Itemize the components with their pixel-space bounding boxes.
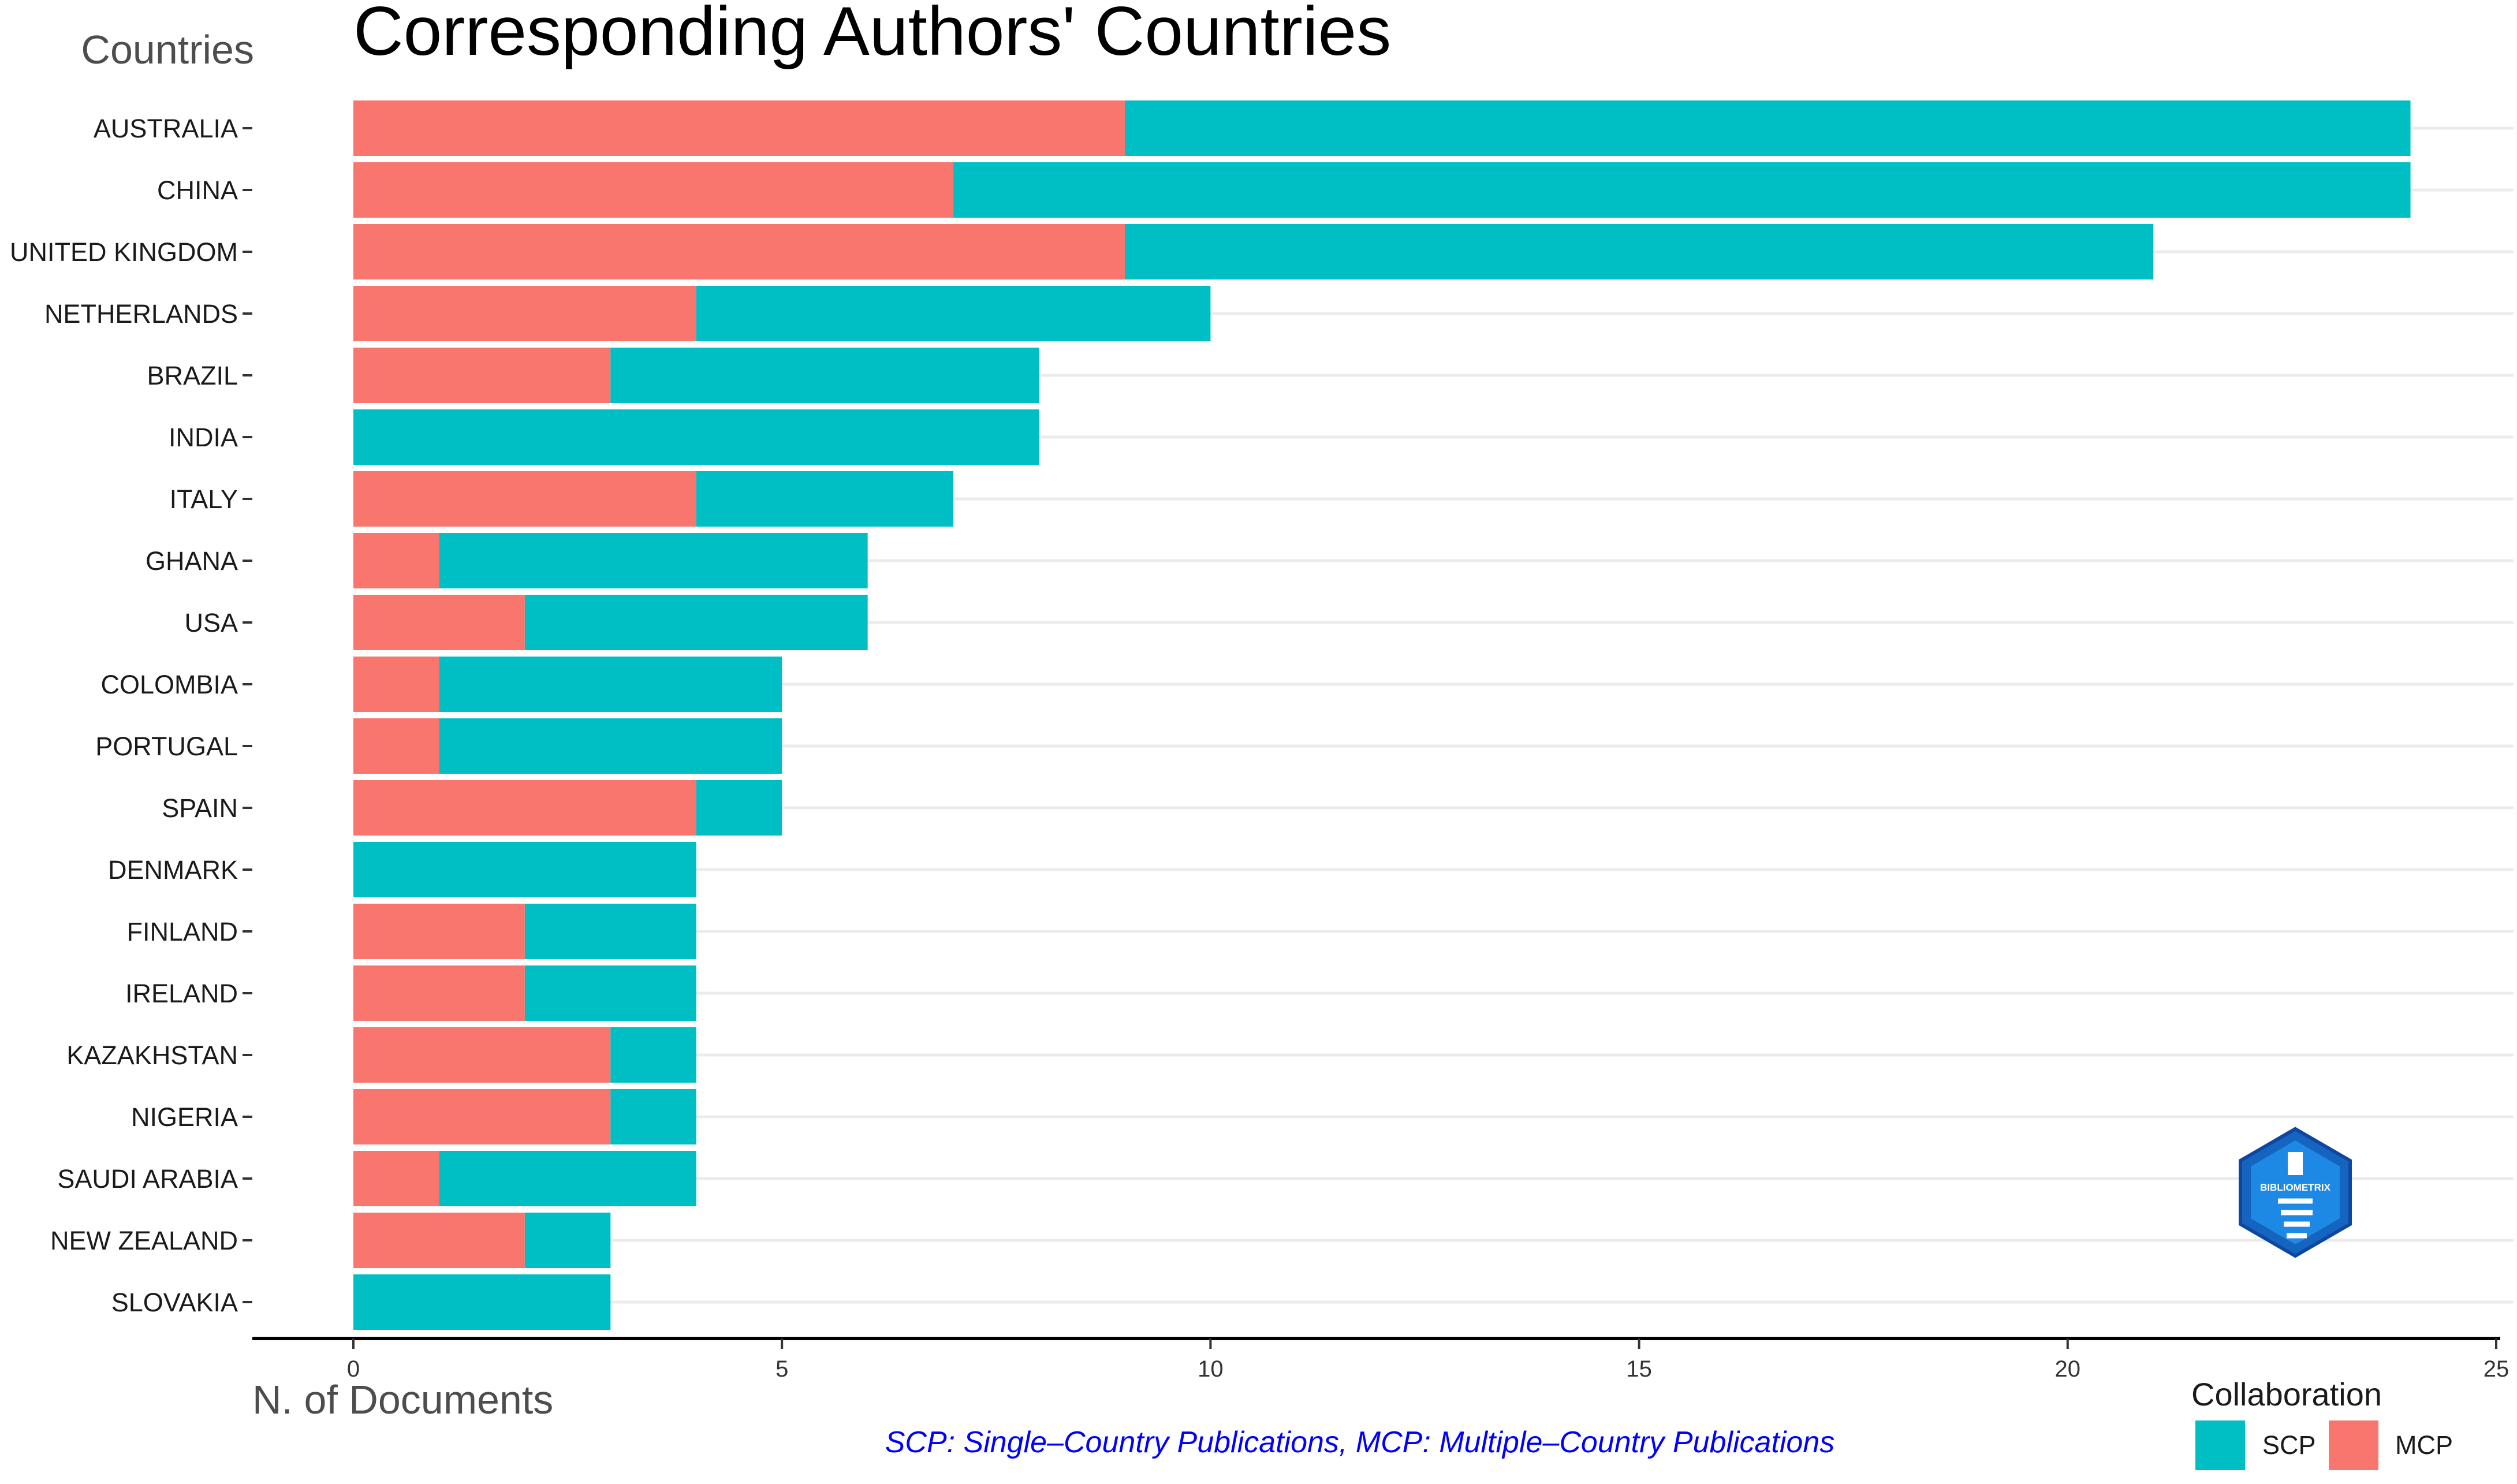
bar-mcp-brazil	[353, 348, 611, 403]
y-tick-label: GHANA	[146, 546, 238, 576]
y-tick-label: NEW ZEALAND	[50, 1226, 238, 1255]
x-tick-label: 5	[775, 1356, 788, 1382]
y-tick-label: IRELAND	[125, 979, 238, 1008]
bar-mcp-finland	[353, 904, 525, 959]
y-tick-label: CHINA	[157, 176, 238, 205]
bar-mcp-netherlands	[353, 286, 696, 341]
bar-scp-italy	[696, 471, 954, 527]
legend-label-scp: SCP	[2262, 1430, 2316, 1460]
bar-scp-united-kingdom	[1124, 224, 2154, 279]
bar-scp-netherlands	[696, 286, 1211, 341]
y-tick-label: USA	[184, 608, 238, 637]
y-tick-label: SPAIN	[162, 793, 238, 823]
y-tick-label: FINLAND	[126, 917, 238, 946]
bar-mcp-italy	[353, 471, 696, 527]
y-tick-label: UNITED KINGDOM	[10, 237, 238, 267]
y-tick-label: SLOVAKIA	[111, 1288, 238, 1317]
bar-scp-slovakia	[353, 1274, 611, 1330]
bar-scp-china	[953, 162, 2411, 218]
legend-swatch-mcp	[2329, 1420, 2378, 1470]
legend-title: Collaboration	[2191, 1376, 2382, 1412]
bar-mcp-colombia	[353, 657, 439, 712]
logo-inner-hexagon	[2251, 1140, 2340, 1244]
y-axis-title: Countries	[81, 27, 254, 72]
bar-mcp-ghana	[353, 533, 439, 588]
y-tick-label: NETHERLANDS	[44, 299, 238, 329]
bar-mcp-saudi-arabia	[353, 1151, 439, 1206]
axis-layer: AUSTRALIA CHINA UNITED KINGDOM NETHERLANDS B…	[10, 114, 2509, 1382]
x-tick-label: 20	[2055, 1356, 2081, 1382]
bar-mcp-australia	[353, 100, 1125, 156]
x-axis-title: N. of Documents	[252, 1377, 553, 1422]
y-tick-label: BRAZIL	[147, 361, 238, 390]
bar-scp-australia	[1124, 100, 2411, 156]
logo-text: BIBLIOMETRIX	[2260, 1182, 2330, 1193]
bar-mcp-china	[353, 162, 954, 218]
bar-mcp-nigeria	[353, 1089, 611, 1144]
y-tick-label: INDIA	[169, 423, 238, 452]
bar-mcp-ireland	[353, 965, 525, 1021]
bar-mcp-spain	[353, 780, 696, 836]
y-tick-label: NIGERIA	[131, 1102, 238, 1132]
x-tick-label: 0	[347, 1356, 360, 1382]
bar-scp-new-zealand	[524, 1213, 611, 1268]
logo-stairs-icon	[2278, 1198, 2313, 1239]
bar-scp-kazakhstan	[610, 1027, 696, 1083]
y-tick-label: PORTUGAL	[95, 732, 238, 761]
y-tick-label: DENMARK	[108, 855, 238, 885]
bar-scp-brazil	[610, 348, 1039, 403]
y-tick-label: KAZAKHSTAN	[66, 1041, 238, 1070]
caption: SCP: Single–Country Publications, MCP: M…	[885, 1426, 1835, 1459]
y-tick-label: COLOMBIA	[100, 670, 238, 699]
bar-mcp-kazakhstan	[353, 1027, 611, 1083]
bar-scp-portugal	[439, 718, 782, 774]
chart-title: Corresponding Authors' Countries	[353, 0, 1391, 70]
bar-scp-nigeria	[610, 1089, 696, 1144]
bar-mcp-portugal	[353, 718, 439, 774]
bar-scp-colombia	[439, 657, 782, 712]
x-tick-label: 10	[1198, 1356, 1224, 1382]
bar-scp-denmark	[353, 842, 696, 897]
bar-mcp-united-kingdom	[353, 224, 1125, 279]
x-tick-label: 15	[1626, 1356, 1652, 1382]
y-tick-label: AUSTRALIA	[94, 114, 238, 143]
bar-mcp-new-zealand	[353, 1213, 525, 1268]
bar-scp-ireland	[524, 965, 696, 1021]
bar-scp-saudi-arabia	[439, 1151, 696, 1206]
y-tick-label: ITALY	[170, 484, 238, 514]
bar-scp-ghana	[439, 533, 868, 588]
legend-swatch-scp	[2195, 1420, 2245, 1470]
bibliometrix-logo: BIBLIOMETRIX	[2239, 1127, 2352, 1258]
logo-tower-icon	[2288, 1152, 2303, 1175]
bar-scp-finland	[524, 904, 696, 959]
legend-label-mcp: MCP	[2395, 1430, 2453, 1460]
legend: Collaboration SCP MCP	[2191, 1376, 2453, 1470]
y-tick-label: SAUDI ARABIA	[57, 1164, 238, 1194]
bar-scp-india	[353, 409, 1039, 465]
bar-mcp-usa	[353, 595, 525, 650]
bar-scp-usa	[524, 595, 868, 650]
bar-scp-spain	[696, 780, 782, 836]
x-tick-label: 25	[2484, 1356, 2509, 1382]
bar-layer	[353, 100, 2411, 1330]
